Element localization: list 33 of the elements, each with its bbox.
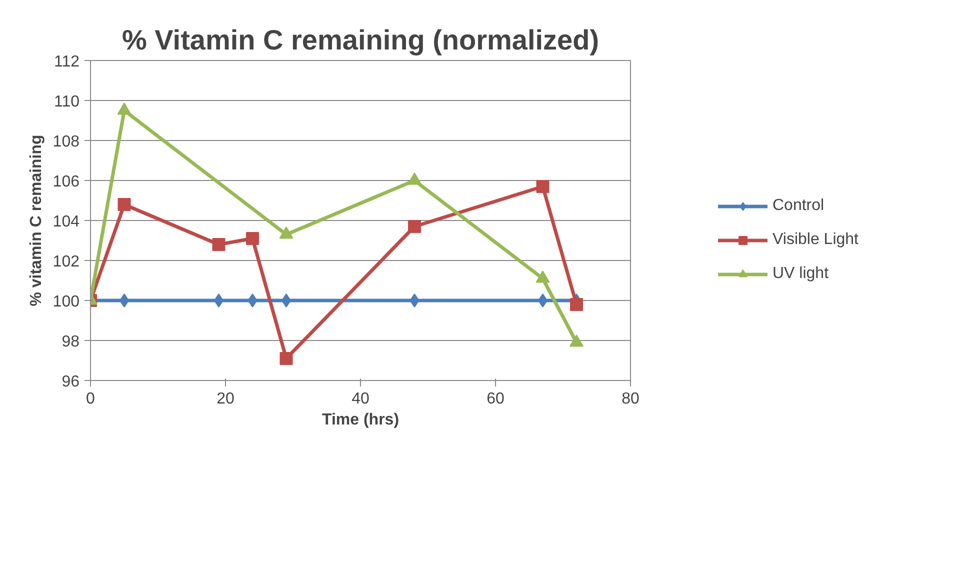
point [410, 294, 420, 308]
x-tick-label: 40 [352, 390, 370, 408]
point [119, 294, 130, 308]
legend-label: Control [772, 196, 826, 216]
point [280, 352, 293, 365]
point [214, 294, 224, 308]
point [408, 220, 421, 233]
chart-title: % Vitamin C remaining (normalized) [122, 24, 600, 56]
legend-label: UV light [772, 264, 830, 284]
y-tick-label: 110 [54, 94, 80, 110]
y-tick-label: 96 [62, 374, 80, 390]
point [281, 294, 292, 308]
y-tick-label: 98 [62, 334, 80, 350]
point [570, 298, 583, 311]
y-tick-label: 100 [52, 294, 80, 310]
point [118, 198, 131, 211]
point [212, 238, 226, 251]
y-tick-label: 108 [52, 134, 80, 150]
y-tick-label: 104 [52, 214, 80, 230]
x-tick-label: 80 [622, 390, 640, 408]
y-tick-label: 102 [52, 254, 80, 270]
x-tick-label: 60 [486, 390, 504, 408]
y-tick-label: 112 [54, 54, 80, 70]
x-tick-label: 0 [86, 390, 96, 408]
legend-label: Visible Light [772, 230, 860, 250]
x-axis-title: Time (hrs) [322, 412, 400, 428]
point [246, 232, 259, 245]
x-tick-label: 20 [216, 390, 234, 408]
point [536, 180, 550, 193]
y-axis-title: % vitamin C remaining [28, 134, 45, 306]
point [248, 294, 258, 308]
point [538, 294, 548, 308]
y-tick-label: 106 [52, 174, 80, 190]
